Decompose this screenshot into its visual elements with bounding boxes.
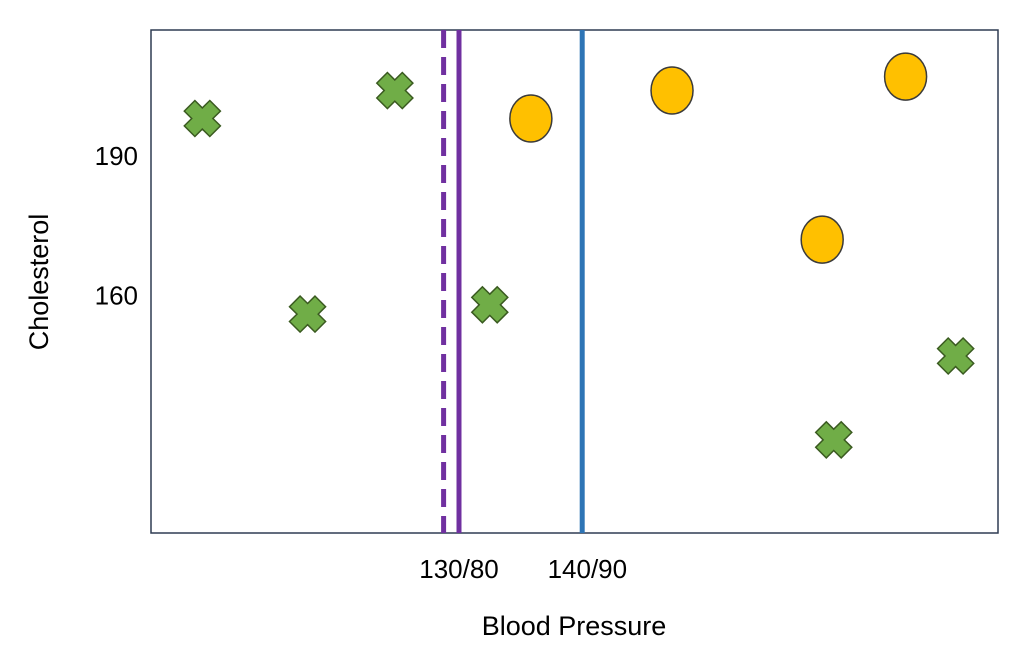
circle-marker-2 (650, 66, 694, 115)
data-points (183, 52, 975, 459)
cross-marker-3 (375, 71, 414, 110)
y-tick-label-2: 160 (95, 280, 138, 310)
y-axis-label: Cholesterol (24, 214, 54, 351)
circle-marker-1 (509, 94, 553, 143)
circle-marker-3 (800, 215, 844, 264)
y-tick-label-1: 190 (95, 141, 138, 171)
tick-labels: 130/80 140/90 190 160 (95, 141, 627, 584)
cross-marker-4 (470, 285, 509, 324)
cross-marker-5 (814, 420, 853, 459)
cross-marker-2 (288, 295, 327, 334)
circle-marker-4 (883, 52, 928, 101)
cross-marker-1 (183, 99, 222, 138)
x-axis-label: Blood Pressure (482, 611, 667, 641)
reference-lines (441, 30, 585, 533)
x-tick-label-2: 140/90 (548, 554, 628, 584)
cross-marker-6 (936, 336, 975, 376)
x-tick-label-1: 130/80 (419, 554, 499, 584)
plot-area-frame (150, 29, 999, 534)
